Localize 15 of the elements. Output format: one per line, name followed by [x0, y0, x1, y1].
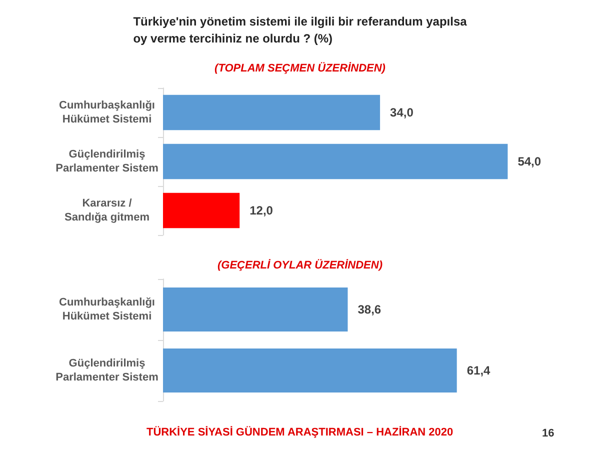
chart-subtitle: (TOPLAM SEÇMEN ÜZERİNDEN): [214, 62, 386, 74]
chart-title: Türkiye'nin yönetim sistemi ile ilgili bir referandum yapılsa oy verme tercihiniz ne olurdu ? (%): [133, 14, 468, 46]
data-label: 54,0: [518, 154, 542, 168]
y-tick-label: Cumhurbaşkanlığı Hükümet Sistemi: [59, 296, 155, 322]
text: TÜRKİYE SİYASİ GÜNDEM ARAŞTIRMASI – HAZİRAN 2020: [146, 426, 454, 438]
y-tick-label: Cumhurbaşkanlığı Hükümet Sistemi: [59, 100, 155, 126]
y-tick-label: Güçlendirilmiş Parlamenter Sistem: [56, 358, 159, 384]
data-label: 12,0: [250, 204, 274, 218]
chart-subtitle: (GEÇERLİ OYLAR ÜZERİNDEN): [218, 258, 383, 272]
data-label: 38,6: [358, 302, 382, 316]
y-tick-label: Kararsız / Sandığa gitmem: [64, 198, 150, 224]
data-label: 61,4: [466, 364, 491, 378]
text: 16: [542, 428, 554, 440]
y-tick-label: Güçlendirilmiş Parlamenter Sistem: [56, 148, 159, 174]
data-label: 34,0: [390, 106, 414, 120]
